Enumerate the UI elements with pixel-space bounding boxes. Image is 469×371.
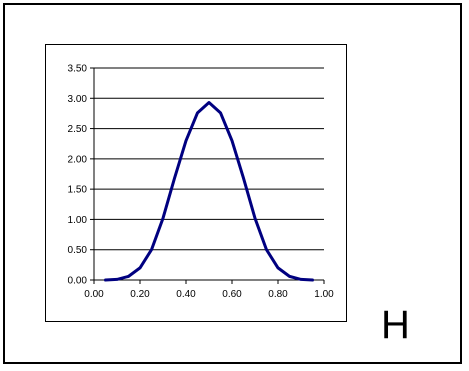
x-tick-label: 0.60 (222, 289, 242, 300)
x-tick-label: 0.20 (130, 289, 150, 300)
x-tick-label: 0.80 (268, 289, 288, 300)
series-layer (104, 101, 314, 282)
line-chart: 0.00 0.50 1.00 1.50 2.00 2.50 3.00 3.50 0.00 0.20… (68, 64, 335, 301)
y-tick-label: 3.00 (68, 94, 88, 105)
y-tick-label: 1.50 (68, 185, 88, 196)
figure-frame: 0.00 0.50 1.00 1.50 2.00 2.50 3.00 3.50 0.00 0.20… (3, 3, 462, 364)
tick-labels: 0.00 0.50 1.00 1.50 2.00 2.50 3.00 3.50 0.00 0.20… (68, 64, 335, 301)
y-tick-label: 2.00 (68, 154, 88, 165)
panel-letter: H (381, 303, 410, 347)
y-tick-label: 1.00 (68, 215, 88, 226)
y-tick-label: 0.50 (68, 245, 88, 256)
x-tick-label: 0.40 (176, 289, 196, 300)
axes (90, 67, 325, 284)
y-tick-label: 2.50 (68, 124, 88, 135)
gridlines (94, 67, 324, 251)
x-tick-label: 1.00 (314, 289, 334, 300)
y-tick-label: 0.00 (68, 276, 88, 287)
series-line (104, 101, 314, 282)
x-tick-label: 0.00 (84, 289, 104, 300)
plot-area: 0.00 0.50 1.00 1.50 2.00 2.50 3.00 3.50 0.00 0.20… (45, 44, 347, 322)
y-tick-label: 3.50 (68, 64, 88, 75)
